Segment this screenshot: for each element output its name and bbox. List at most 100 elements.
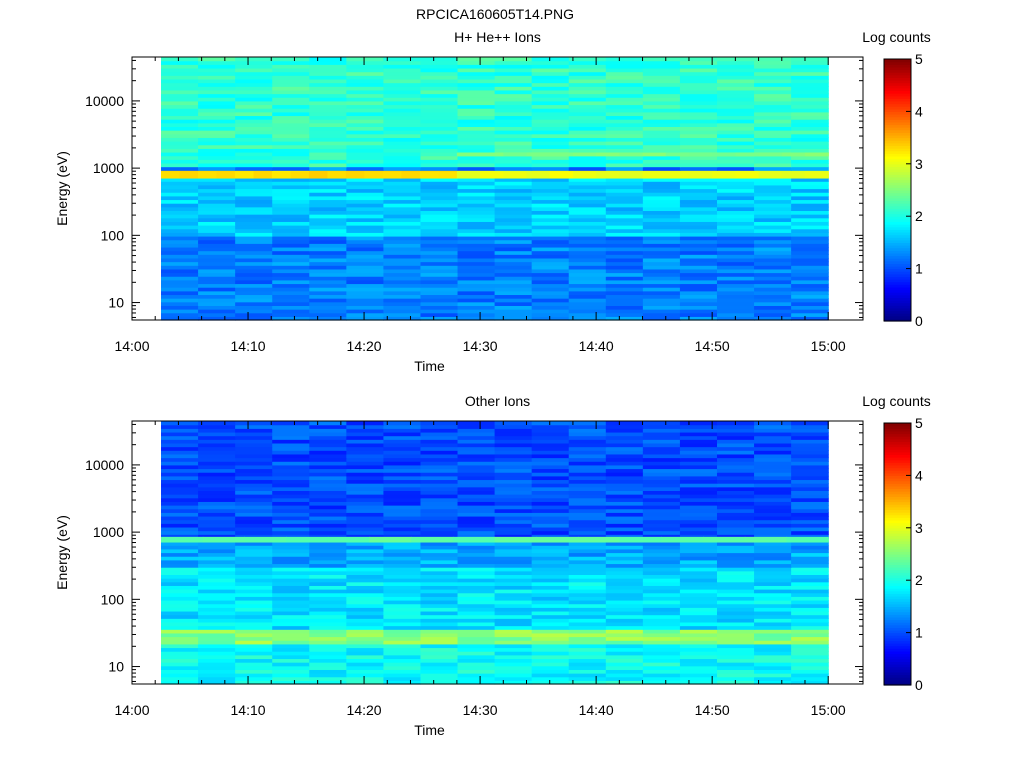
heatmap-cell (642, 662, 681, 667)
heatmap-cell (309, 589, 347, 594)
colorbar-segment (884, 472, 911, 476)
colorbar-tick-label: 2 (915, 208, 923, 224)
colorbar-segment (884, 446, 911, 450)
heatmap-cell (309, 658, 347, 663)
colorbar-segment (884, 585, 911, 589)
heatmap-cell (383, 57, 422, 62)
heatmap-cell (568, 301, 607, 306)
heatmap-cell (605, 192, 644, 197)
heatmap-cell (383, 548, 422, 554)
heatmap-cell (457, 490, 496, 495)
heatmap-cell (531, 86, 570, 91)
heatmap-cell (679, 195, 718, 201)
heatmap-cell (679, 494, 718, 499)
heatmap-cell (605, 654, 644, 660)
heatmap-cell (568, 654, 607, 660)
heatmap-cell (679, 442, 718, 448)
heatmap-cell (235, 75, 273, 80)
heatmap-cell (346, 625, 385, 630)
heatmap-cell (198, 574, 236, 579)
heatmap-cell (679, 464, 718, 470)
heatmap-cell (198, 305, 236, 310)
heatmap-cell (272, 265, 310, 270)
heatmap-cell (272, 548, 310, 554)
heatmap-cell (642, 501, 681, 506)
heatmap-cell (679, 632, 718, 638)
heatmap-cell (309, 567, 347, 572)
heatmap-cell (346, 279, 385, 285)
heatmap-cell (235, 294, 273, 299)
heatmap-cell (346, 508, 385, 513)
energy-band-0 (411, 536, 454, 543)
energy-band-1 (712, 171, 736, 179)
heatmap-cell (605, 651, 644, 656)
heatmap-cell (235, 235, 273, 241)
heatmap-cell (568, 486, 607, 491)
heatmap-cell (754, 279, 792, 285)
heatmap-cell (605, 316, 644, 321)
heatmap-cell (420, 206, 459, 212)
heatmap-cell (272, 261, 310, 266)
heatmap-cell (494, 651, 533, 656)
heatmap-cell (716, 268, 755, 274)
heatmap-cell (791, 279, 829, 285)
heatmap-cell (642, 111, 681, 117)
heatmap-cell (346, 316, 385, 321)
heatmap-cell (642, 468, 681, 473)
heatmap-cell (605, 141, 644, 146)
heatmap-cell (791, 523, 829, 528)
heatmap-cell (716, 312, 755, 317)
heatmap-cell (309, 610, 347, 616)
heatmap-cell (420, 294, 459, 299)
heatmap-cell (679, 301, 718, 306)
heatmap-cell (457, 254, 496, 259)
heatmap-cell (494, 607, 533, 612)
heatmap-cell (605, 439, 644, 444)
heatmap-cell (272, 457, 310, 462)
heatmap-cell (309, 67, 347, 73)
heatmap-cell (716, 199, 755, 204)
heatmap-cell (642, 89, 681, 95)
heatmap-cell (642, 298, 681, 303)
heatmap-cell (568, 261, 607, 266)
heatmap-cell (346, 424, 385, 429)
colorbar-segment (884, 294, 911, 299)
heatmap-cell (642, 316, 681, 321)
heatmap-cell (716, 442, 755, 448)
heatmap-cell (346, 632, 385, 638)
heatmap-cell (457, 515, 496, 521)
heatmap-cell (494, 665, 533, 670)
heatmap-cell (605, 312, 644, 317)
colorbar-segment (884, 98, 911, 102)
heatmap-cell (457, 60, 496, 65)
heatmap-cell (716, 603, 755, 608)
heatmap-cell (791, 287, 829, 292)
heatmap-cell (309, 235, 347, 241)
colorbar-segment (884, 593, 911, 597)
heatmap-cell (457, 78, 496, 84)
heatmap-cell (198, 483, 236, 488)
heatmap-cell (309, 115, 347, 120)
heatmap-cell (531, 658, 570, 663)
heatmap-cell (457, 662, 496, 667)
heatmap-cell (383, 585, 422, 590)
heatmap-cell (791, 505, 829, 510)
heatmap-cell (754, 494, 792, 499)
heatmap-cell (420, 603, 459, 608)
heatmap-cell (420, 261, 459, 266)
heatmap-cell (457, 199, 496, 204)
heatmap-cell (494, 556, 533, 561)
heatmap-cell (383, 490, 422, 495)
heatmap-cell (494, 585, 533, 590)
heatmap-cell (309, 86, 347, 91)
heatmap-cell (494, 199, 533, 204)
heatmap-cell (420, 199, 459, 204)
heatmap-cell (272, 246, 310, 252)
heatmap-cell (791, 210, 829, 215)
heatmap-cell (161, 108, 199, 113)
heatmap-cell (198, 490, 236, 495)
x-tick-label: 14:30 (463, 702, 498, 718)
heatmap-cell (383, 662, 422, 667)
heatmap-cell (309, 283, 347, 288)
